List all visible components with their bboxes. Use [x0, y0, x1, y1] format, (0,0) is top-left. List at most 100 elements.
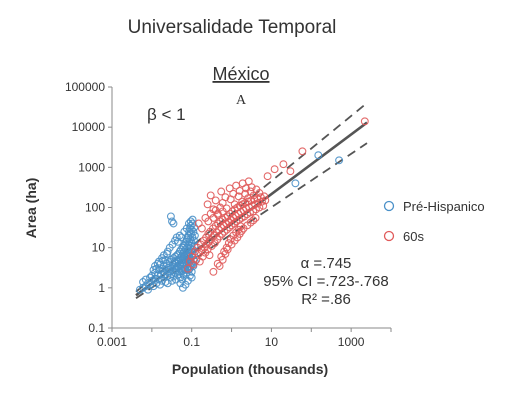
- data-point: [169, 219, 178, 228]
- data-point: [335, 156, 344, 165]
- data-point: [216, 203, 225, 212]
- data-point: [279, 160, 288, 169]
- data-point: [247, 183, 256, 192]
- data-point: [218, 198, 227, 207]
- data-point: [298, 147, 307, 156]
- data-point: [286, 167, 295, 176]
- data-point: [251, 213, 260, 222]
- data-point: [255, 189, 264, 197]
- data-point: [159, 256, 167, 265]
- x-tick-label: 0.1: [183, 335, 200, 349]
- data-point: [213, 259, 222, 268]
- data-point: [225, 184, 234, 193]
- data-point: [261, 196, 270, 205]
- data-point: [190, 236, 198, 245]
- data-point: [220, 227, 229, 236]
- data-point: [246, 208, 254, 217]
- data-point: [178, 283, 187, 292]
- data-point: [178, 275, 187, 284]
- y-tick-label: 10: [92, 241, 106, 255]
- series-1: [183, 117, 369, 276]
- beta-annotation: β < 1: [147, 105, 186, 124]
- data-point: [246, 218, 255, 227]
- data-point: [270, 165, 279, 174]
- scatter-points: [135, 117, 369, 294]
- data-point: [222, 243, 231, 252]
- panel-label: A: [236, 93, 247, 108]
- data-point: [314, 151, 323, 160]
- legend-swatch: [383, 200, 395, 212]
- chart-subtitle: México: [212, 64, 269, 84]
- data-point: [215, 262, 224, 270]
- y-tick-label: 0.1: [88, 321, 105, 335]
- y-tick-label: 100: [85, 201, 105, 215]
- y-tick-label: 1000: [78, 160, 105, 174]
- data-point: [218, 229, 227, 238]
- data-point: [236, 222, 245, 231]
- data-point: [209, 267, 218, 276]
- chart-title: Universalidade Temporal: [128, 17, 337, 38]
- data-point: [259, 201, 268, 210]
- x-tick-label: 0.001: [97, 335, 127, 349]
- data-point: [222, 225, 231, 234]
- data-point: [226, 195, 235, 204]
- data-point: [187, 273, 196, 282]
- data-point: [190, 223, 199, 232]
- data-point: [225, 223, 234, 232]
- data-point: [203, 200, 212, 209]
- data-point: [187, 229, 195, 238]
- data-point: [205, 251, 214, 260]
- data-point: [190, 231, 199, 240]
- stat-alpha: α =.745: [301, 255, 352, 272]
- stat-ci: 95% CI =.723-.768: [263, 273, 389, 290]
- data-point: [182, 224, 191, 233]
- data-point: [172, 233, 181, 242]
- x-tick-label: 10: [265, 335, 279, 349]
- data-point: [188, 215, 197, 224]
- y-axis-label: Area (ha): [23, 178, 39, 239]
- data-point: [176, 279, 185, 288]
- data-point: [186, 217, 195, 226]
- data-point: [218, 207, 227, 216]
- data-point: [226, 235, 235, 244]
- data-point: [152, 264, 161, 273]
- legend-label: Pré-Hispanico: [403, 199, 485, 214]
- data-point: [263, 172, 272, 181]
- legend-swatch: [383, 230, 395, 242]
- y-tick-label: 10000: [72, 120, 106, 134]
- legend-label: 60s: [403, 229, 424, 244]
- data-point: [166, 212, 175, 221]
- data-point: [188, 219, 197, 228]
- stat-r2: R² =.86: [301, 291, 351, 308]
- data-point: [163, 249, 171, 258]
- data-point: [220, 247, 229, 256]
- data-point: [249, 216, 258, 225]
- data-point: [227, 221, 236, 230]
- data-point: [232, 228, 241, 237]
- data-point: [183, 264, 192, 273]
- data-point: [217, 187, 226, 196]
- data-point: [360, 117, 369, 126]
- x-axis-label: Population (thousands): [172, 361, 328, 377]
- data-point: [168, 276, 176, 285]
- data-point: [258, 197, 266, 206]
- data-point: [139, 278, 147, 286]
- data-point: [197, 224, 206, 233]
- data-point: [211, 196, 220, 205]
- data-point: [168, 240, 177, 249]
- data-point: [215, 232, 224, 241]
- data-point: [238, 197, 247, 206]
- data-point: [206, 191, 215, 200]
- legend: Pré-Hispanico 60s: [383, 199, 485, 244]
- data-point: [168, 217, 176, 226]
- data-point: [234, 192, 243, 201]
- data-point: [291, 179, 300, 188]
- data-point: [230, 200, 239, 209]
- data-point: [189, 227, 198, 236]
- data-point: [230, 219, 238, 228]
- x-tick-label: 1000: [338, 335, 365, 349]
- y-tick-label: 100000: [65, 80, 105, 94]
- y-tick-label: 1: [98, 281, 105, 295]
